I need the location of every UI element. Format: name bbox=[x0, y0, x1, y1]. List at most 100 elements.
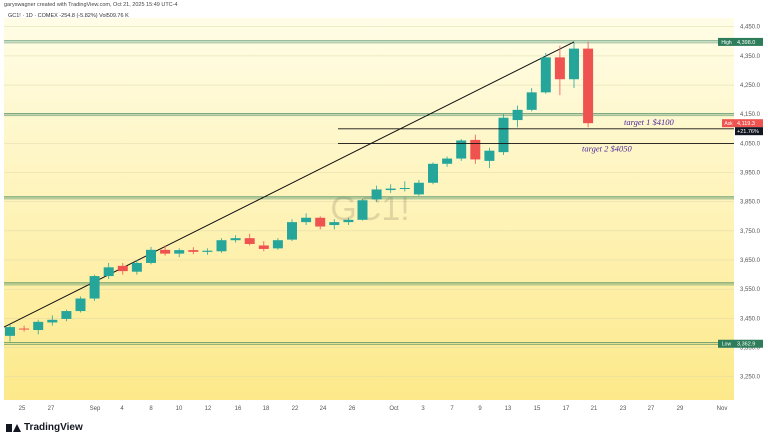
x-tick-label: 27 bbox=[48, 406, 55, 412]
candle-body[interactable] bbox=[5, 327, 15, 336]
candle-body[interactable] bbox=[230, 238, 241, 241]
level-tag bbox=[718, 37, 735, 46]
candle-body[interactable] bbox=[61, 311, 72, 319]
x-tick-label: 10 bbox=[176, 406, 183, 412]
y-tick-label: 3,450.0 bbox=[740, 316, 761, 322]
y-tick-label: 3,250.0 bbox=[740, 375, 761, 381]
candle-body[interactable] bbox=[484, 150, 495, 161]
y-tick-label: 3,650.0 bbox=[740, 258, 761, 264]
symbol-info: GC1! · 1D · COMEX -254.8 (-5.82%) Vol509… bbox=[8, 13, 129, 19]
candle-body[interactable] bbox=[512, 109, 523, 121]
y-tick-label: 3,850.0 bbox=[740, 200, 761, 206]
x-tick-label: Oct bbox=[389, 406, 399, 412]
candle-body[interactable] bbox=[287, 222, 297, 240]
candle-body[interactable] bbox=[117, 265, 128, 272]
price-chart[interactable]: GC1! target 1 $4100 target 2 $4050 4,450.… bbox=[0, 0, 768, 416]
change-box bbox=[735, 127, 763, 136]
candle-body[interactable] bbox=[554, 57, 565, 80]
y-tick-label: 3,550.0 bbox=[740, 287, 761, 293]
candle-body[interactable] bbox=[385, 188, 396, 191]
candle-body[interactable] bbox=[456, 140, 467, 159]
tradingview-logo[interactable]: TradingView bbox=[6, 422, 83, 433]
candle-body[interactable] bbox=[399, 188, 410, 190]
candle-body[interactable] bbox=[498, 117, 509, 153]
x-tick-label: 12 bbox=[205, 406, 212, 412]
candle-body[interactable] bbox=[413, 182, 424, 195]
candle-body[interactable] bbox=[146, 249, 156, 263]
target-label: target 2 $4050 bbox=[582, 143, 632, 153]
level-price-box bbox=[735, 339, 763, 348]
candle-body[interactable] bbox=[244, 238, 255, 244]
candle-body[interactable] bbox=[258, 245, 269, 249]
candle-body[interactable] bbox=[202, 250, 213, 252]
y-tick-label: 4,350.0 bbox=[740, 54, 761, 60]
candle-body[interactable] bbox=[47, 319, 58, 323]
y-tick-label: 3,350.0 bbox=[740, 346, 761, 352]
candle-body[interactable] bbox=[216, 240, 227, 252]
x-tick-label: 26 bbox=[349, 406, 356, 412]
footer-bar: TradingView bbox=[0, 416, 768, 440]
candle-body[interactable] bbox=[19, 328, 30, 330]
candle-body[interactable] bbox=[329, 222, 340, 226]
candle-body[interactable] bbox=[428, 163, 438, 183]
tradingview-mark-icon bbox=[6, 423, 21, 432]
candle-body[interactable] bbox=[315, 217, 326, 227]
attribution-text: garyswagner created with TradingView.com… bbox=[4, 2, 178, 8]
x-tick-label: 29 bbox=[677, 406, 684, 412]
y-tick-label: 4,150.0 bbox=[740, 112, 761, 118]
candle-body[interactable] bbox=[470, 139, 481, 160]
candle-body[interactable] bbox=[526, 92, 537, 110]
plot-background bbox=[4, 18, 734, 400]
candle-body[interactable] bbox=[272, 240, 283, 249]
candle-body[interactable] bbox=[103, 267, 114, 277]
candle-body[interactable] bbox=[174, 250, 185, 254]
candle-body[interactable] bbox=[583, 48, 594, 124]
level-tag-text: Low bbox=[722, 342, 732, 348]
logo-text: TradingView bbox=[24, 422, 83, 433]
candle-body[interactable] bbox=[540, 57, 551, 93]
candle-body[interactable] bbox=[343, 219, 354, 223]
x-tick-label: 9 bbox=[478, 406, 482, 412]
target-label: target 1 $4100 bbox=[624, 117, 674, 127]
x-tick-label: 22 bbox=[292, 406, 299, 412]
x-tick-label: 3 bbox=[421, 406, 425, 412]
y-tick-label: 4,250.0 bbox=[740, 83, 761, 89]
x-tick-label: 16 bbox=[235, 406, 242, 412]
x-tick-label: 7 bbox=[450, 406, 454, 412]
candle-body[interactable] bbox=[89, 276, 100, 299]
candle-body[interactable] bbox=[160, 249, 171, 254]
level-tag bbox=[718, 339, 735, 348]
candle-body[interactable] bbox=[75, 298, 86, 312]
watermark-text: GC1! bbox=[330, 190, 409, 228]
x-tick-label: Sep bbox=[90, 406, 101, 412]
candle-body[interactable] bbox=[301, 217, 312, 223]
candle-body[interactable] bbox=[371, 189, 382, 200]
level-price-label: 4,398.0 bbox=[737, 40, 755, 46]
candle-body[interactable] bbox=[33, 321, 44, 331]
x-tick-label: 15 bbox=[534, 406, 541, 412]
change-label: +21.76% bbox=[737, 129, 759, 135]
x-tick-label: 24 bbox=[320, 406, 327, 412]
candle-body[interactable] bbox=[442, 158, 453, 164]
level-tag-text: High bbox=[721, 40, 732, 46]
x-tick-label: 25 bbox=[19, 406, 26, 412]
candle-body[interactable] bbox=[569, 48, 579, 80]
y-tick-label: 3,950.0 bbox=[740, 171, 761, 177]
candle-body[interactable] bbox=[188, 250, 199, 252]
last-price-label: 4,119.3 bbox=[737, 121, 755, 127]
candle-body[interactable] bbox=[357, 200, 368, 220]
x-tick-label: 8 bbox=[149, 406, 153, 412]
last-price-box bbox=[735, 119, 763, 128]
y-tick-label: 4,050.0 bbox=[740, 141, 761, 147]
x-tick-label: 18 bbox=[263, 406, 270, 412]
x-tick-label: 4 bbox=[120, 406, 124, 412]
price-tag-text: Ask bbox=[724, 121, 733, 127]
level-price-label: 3,362.9 bbox=[737, 342, 755, 348]
x-tick-label: Nov bbox=[717, 406, 728, 412]
level-price-box bbox=[735, 37, 763, 46]
x-tick-label: 13 bbox=[505, 406, 512, 412]
x-tick-label: 21 bbox=[591, 406, 598, 412]
candle-body[interactable] bbox=[131, 262, 142, 272]
x-tick-label: 17 bbox=[563, 406, 570, 412]
y-tick-label: 4,450.0 bbox=[740, 25, 761, 31]
